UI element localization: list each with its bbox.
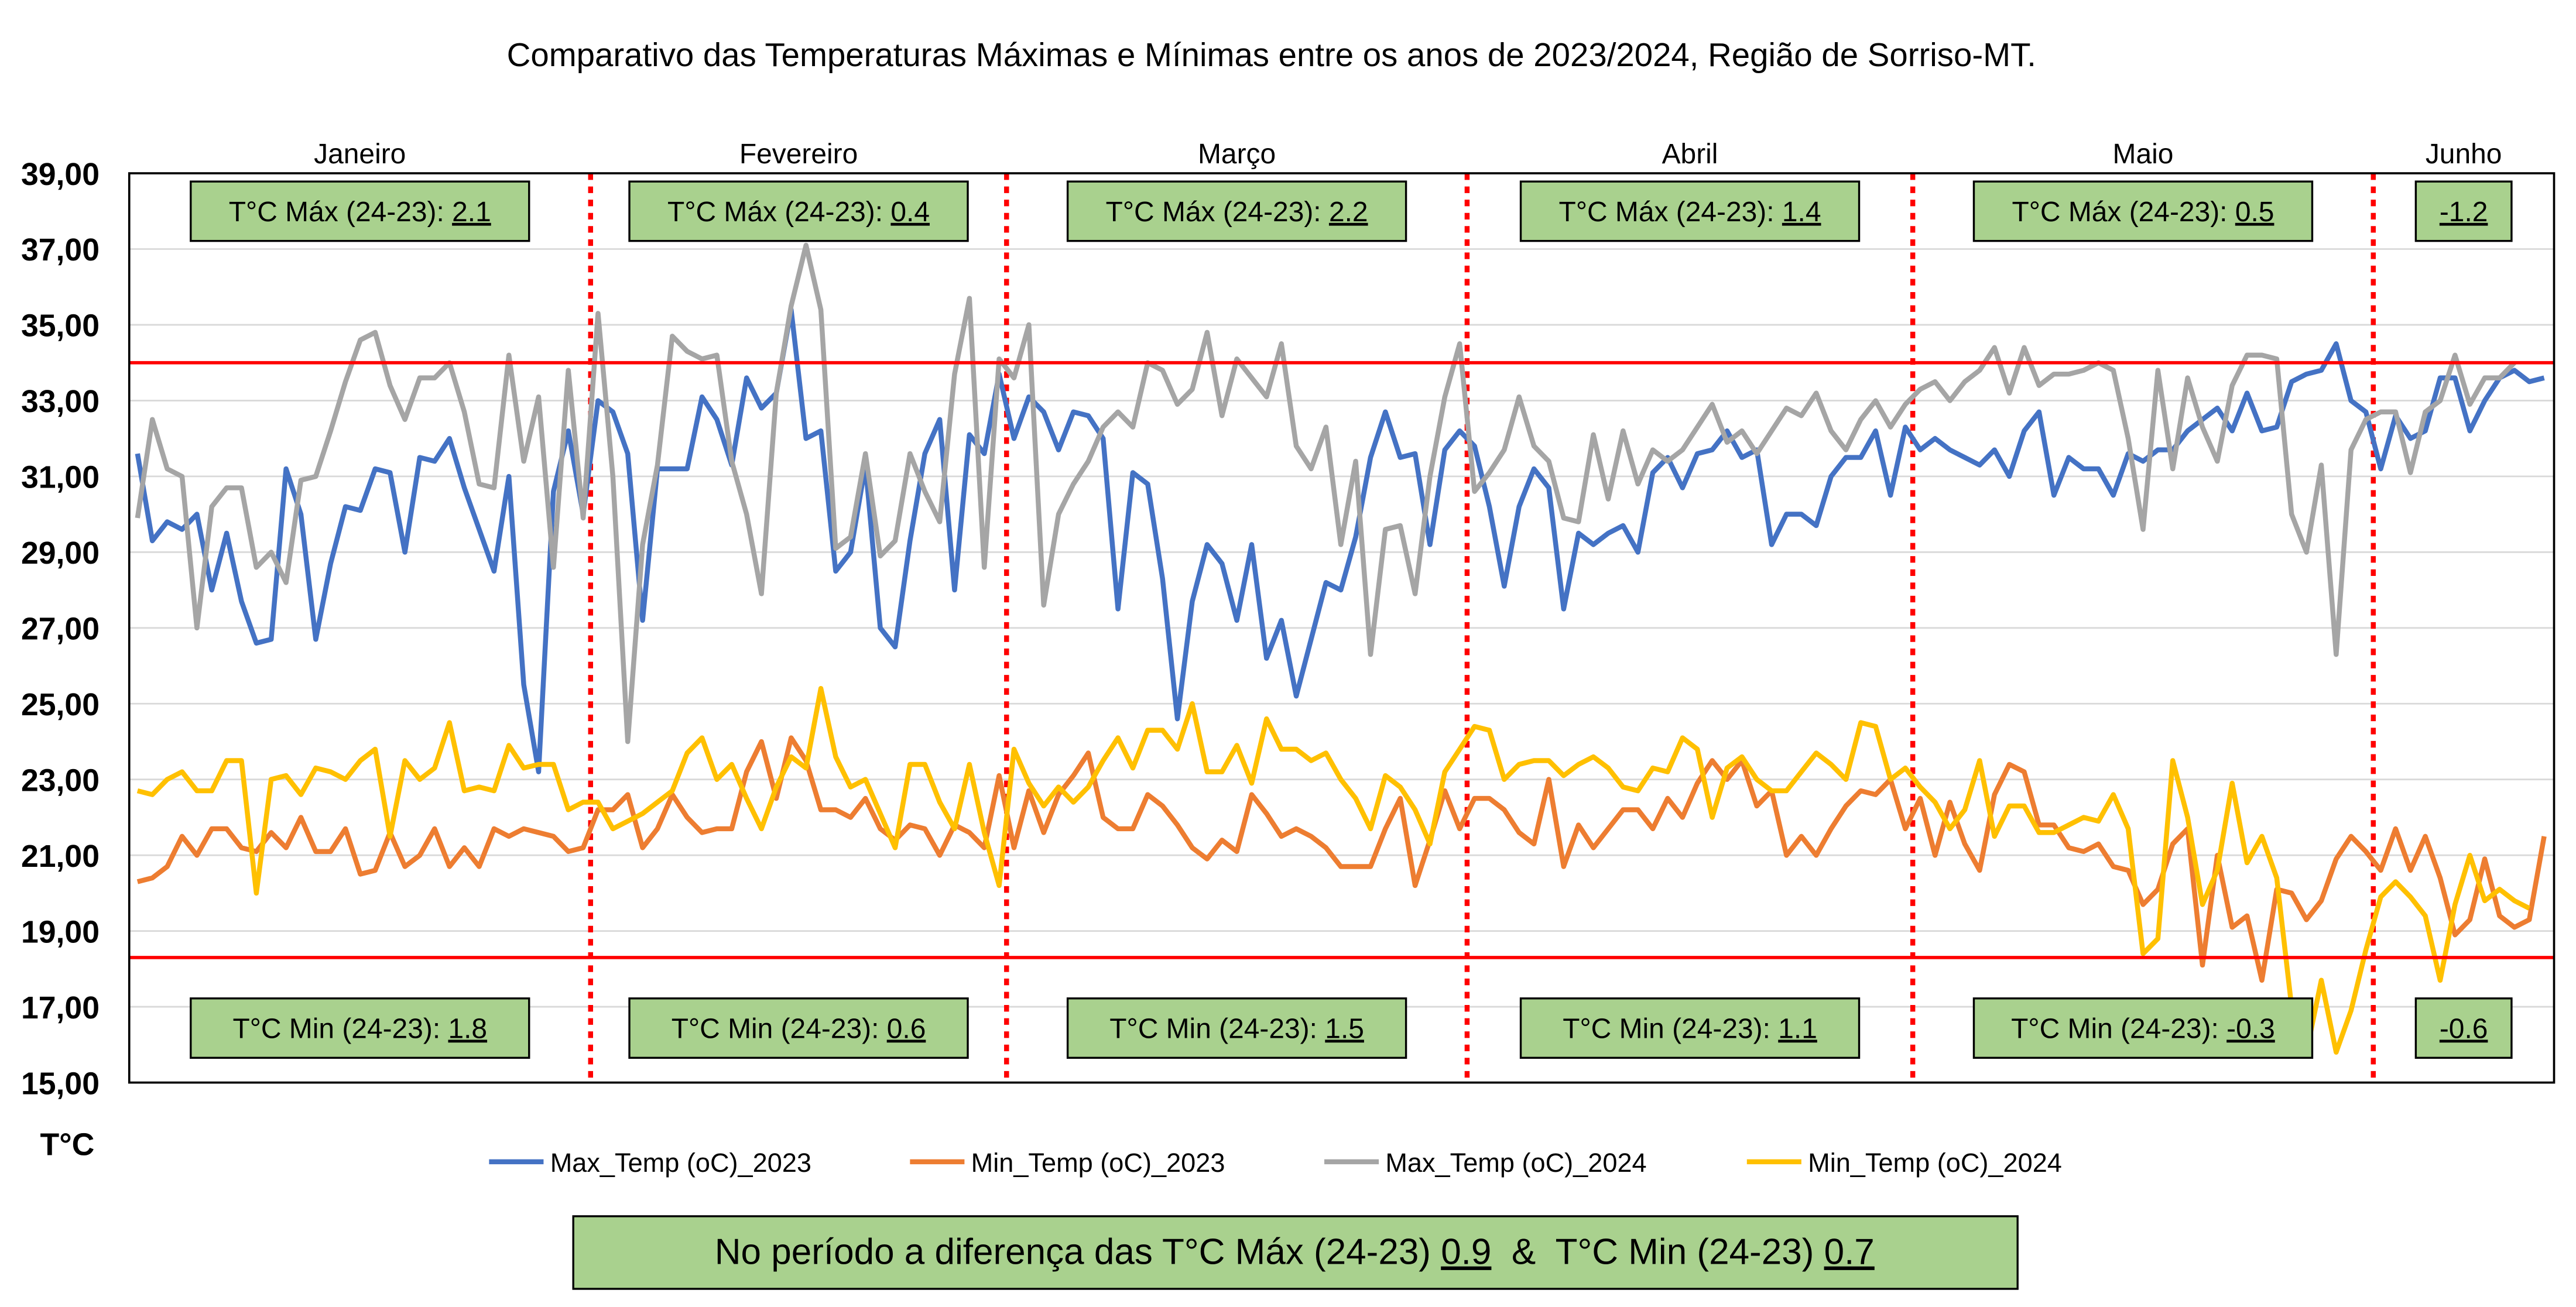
max-diff-label: T°C Máx (24-23): (1559, 197, 1782, 228)
max-diff-value: 0.5 (2235, 197, 2274, 228)
max-diff-text: T°C Máx (24-23): 2.2 (1106, 197, 1368, 228)
y-tick-label: 17,00 (21, 991, 100, 1025)
summary-min-diff: 0.7 (1824, 1232, 1875, 1272)
y-tick-label: 19,00 (21, 915, 100, 949)
y-axis-label: T°C (40, 1128, 94, 1162)
month-label: Março (1198, 139, 1276, 170)
max-diff-label: T°C Máx (24-23): (2012, 197, 2235, 228)
month-label: Fevereiro (739, 139, 858, 170)
summary-box: No período a diferença das T°C Máx (24-2… (572, 1215, 2019, 1290)
y-tick-label: 35,00 (21, 309, 100, 344)
reference-lines (129, 361, 2554, 959)
y-tick-label: 33,00 (21, 385, 100, 419)
month-label: Junho (2426, 139, 2502, 170)
max-diff-text: -1.2 (2440, 197, 2488, 228)
legend-label: Max_Temp (oC)_2023 (550, 1148, 811, 1178)
max-diff-label: T°C Máx (24-23): (667, 197, 890, 228)
max-diff-value: 2.2 (1329, 197, 1368, 228)
legend-label: Max_Temp (oC)_2024 (1385, 1148, 1646, 1178)
min-diff-text: T°C Min (24-23): 1.1 (1563, 1013, 1817, 1044)
month-label: Abril (1662, 139, 1718, 170)
month-label: Janeiro (314, 139, 406, 170)
min-diff-text: T°C Min (24-23): -0.3 (2011, 1013, 2275, 1044)
min-diff-box (628, 997, 969, 1059)
y-tick-label: 15,00 (21, 1066, 100, 1101)
min-diff-text: T°C Min (24-23): 1.5 (1109, 1013, 1364, 1044)
plot-frame (128, 172, 2556, 1084)
max-diff-text: T°C Máx (24-23): 2.1 (229, 197, 491, 228)
series-line-min-temp-oc-2023 (136, 735, 2547, 983)
difference-boxes: T°C Máx (24-23): 2.1 T°C Min (24-23): 1.8… (190, 180, 2513, 1059)
min-diff-box (190, 997, 530, 1059)
max-diff-box (1519, 180, 1861, 242)
max-diff-value: -1.2 (2440, 197, 2488, 228)
max-diff-box (628, 180, 969, 242)
max-diff-label: T°C Máx (24-23): (229, 197, 452, 228)
legend: Max_Temp (oC)_2023 Min_Temp (oC)_2023 Max_… (489, 1148, 2062, 1178)
max-diff-box (1066, 180, 1407, 242)
max-diff-text: T°C Máx (24-23): 0.4 (667, 197, 930, 228)
min-diff-value: 1.8 (448, 1013, 487, 1044)
y-tick-label: 27,00 (21, 612, 100, 647)
series-lines (135, 242, 2547, 1055)
max-diff-text: T°C Máx (24-23): 1.4 (1559, 197, 1821, 228)
y-tick-label: 25,00 (21, 688, 100, 722)
min-diff-box (1066, 997, 1407, 1059)
legend-label: Min_Temp (oC)_2024 (1808, 1148, 2062, 1178)
max-diff-box (190, 180, 530, 242)
y-tick-label: 23,00 (21, 763, 100, 798)
max-diff-box (1972, 180, 2314, 242)
legend-label: Min_Temp (oC)_2023 (971, 1148, 1225, 1178)
min-diff-label: T°C Min (24-23): (1563, 1013, 1778, 1044)
min-diff-box (1972, 997, 2314, 1059)
min-diff-box (2414, 997, 2513, 1059)
summary-mid: & T°C Min (24-23) (1491, 1232, 1824, 1272)
y-tick-label: 31,00 (21, 461, 100, 495)
month-label: Maio (2113, 139, 2174, 170)
min-diff-label: T°C Min (24-23): (232, 1013, 448, 1044)
summary-box-bg (572, 1215, 2019, 1290)
min-diff-value: 1.5 (1325, 1013, 1364, 1044)
min-diff-value: -0.3 (2226, 1013, 2275, 1044)
series-line-min-temp-oc-2024 (136, 686, 2531, 1055)
min-diff-box (1519, 997, 1861, 1059)
max-diff-box (2414, 180, 2513, 242)
min-diff-text: -0.6 (2440, 1013, 2488, 1044)
min-diff-label: T°C Min (24-23): (672, 1013, 887, 1044)
min-diff-text: T°C Min (24-23): 1.8 (232, 1013, 487, 1044)
summary-text: No período a diferença das T°C Máx (24-2… (715, 1232, 1875, 1272)
y-tick-label: 21,00 (21, 839, 100, 874)
max-diff-value: 2.1 (452, 197, 491, 228)
y-tick-label: 29,00 (21, 536, 100, 571)
min-diff-value: -0.6 (2440, 1013, 2488, 1044)
max-diff-label: T°C Máx (24-23): (1106, 197, 1329, 228)
y-tick-label: 39,00 (21, 157, 100, 192)
series-line-max-temp-oc-2023 (135, 307, 2545, 774)
max-diff-value: 1.4 (1782, 197, 1821, 228)
y-tick-label: 37,00 (21, 233, 100, 267)
min-diff-label: T°C Min (24-23): (1109, 1013, 1325, 1044)
max-diff-text: T°C Máx (24-23): 0.5 (2012, 197, 2274, 228)
min-diff-label: T°C Min (24-23): (2011, 1013, 2226, 1044)
summary-prefix: No período a diferença das T°C Máx (24-2… (715, 1232, 1441, 1272)
max-diff-value: 0.4 (890, 197, 930, 228)
min-diff-value: 0.6 (887, 1013, 926, 1044)
min-diff-text: T°C Min (24-23): 0.6 (672, 1013, 926, 1044)
chart-title: Comparativo das Temperaturas Máximas e M… (507, 36, 2036, 73)
summary-max-diff: 0.9 (1441, 1232, 1491, 1272)
y-tick-labels: 15,00 17,00 19,00 21,00 23,00 25,00 27,00 29,00… (21, 157, 100, 1102)
series-line-max-temp-oc-2024 (135, 242, 2516, 745)
month-labels: Janeiro Fevereiro Março Abril Maio Junho (314, 139, 2502, 1083)
min-diff-value: 1.1 (1778, 1013, 1817, 1044)
gridlines (129, 248, 2554, 1008)
